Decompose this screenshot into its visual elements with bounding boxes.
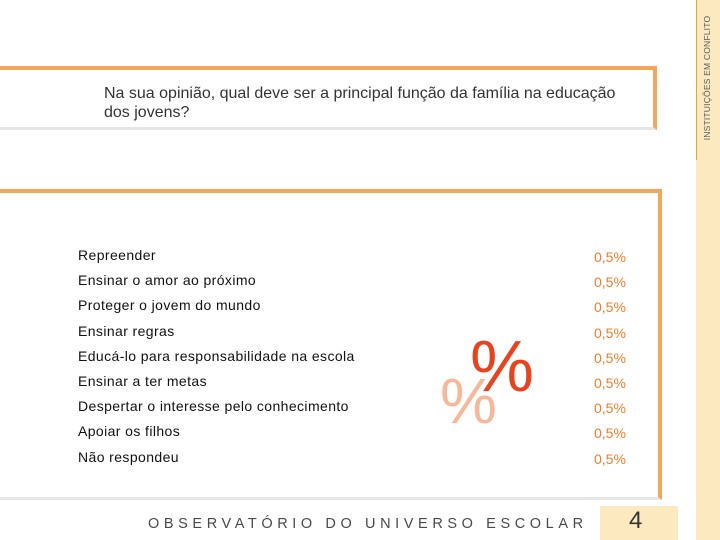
answer-label: Apoiar os filhos [78, 423, 181, 439]
answer-label: Não respondeu [78, 449, 179, 465]
answer-label: Despertar o interesse pelo conhecimento [78, 398, 349, 414]
answer-value: 0,5% [594, 451, 626, 467]
percent-icon-small: % [440, 365, 497, 437]
question-text: Na sua opinião, qual deve ser a principa… [104, 85, 616, 121]
sidebar-section-label: INSTITUIÇÕES EM CONFLITO [702, 15, 712, 141]
answer-row: Não respondeu 0,5% [0, 449, 658, 469]
answer-row: Ensinar regras 0,5% [0, 323, 658, 343]
answer-value: 0,5% [594, 350, 626, 366]
answer-row: Ensinar o amor ao próximo 0,5% [0, 272, 658, 292]
answer-value: 0,5% [594, 274, 626, 290]
answer-label: Proteger o jovem do mundo [78, 297, 261, 313]
answer-label: Ensinar regras [78, 323, 175, 339]
answer-value: 0,5% [594, 425, 626, 441]
answer-value: 0,5% [594, 325, 626, 341]
answers-panel: Repreender 0,5% Ensinar o amor ao próxim… [0, 189, 662, 500]
footer-brand: OBSERVATÓRIO DO UNIVERSO ESCOLAR [148, 516, 588, 532]
answer-row: Despertar o interesse pelo conhecimento … [0, 398, 658, 418]
sidebar-strip: INSTITUIÇÕES EM CONFLITO [696, 0, 720, 540]
answer-label: Ensinar a ter metas [78, 373, 207, 389]
page-number: 4 [629, 507, 643, 534]
sidebar-divider [696, 0, 697, 160]
answer-value: 0,5% [594, 249, 626, 265]
answer-row: Ensinar a ter metas 0,5% [0, 373, 658, 393]
percent-symbol-graphic: % % [440, 331, 534, 441]
answer-value: 0,5% [594, 400, 626, 416]
answer-value: 0,5% [594, 299, 626, 315]
question-panel: Na sua opinião, qual deve ser a principa… [0, 66, 657, 130]
answer-row: Proteger o jovem do mundo 0,5% [0, 297, 658, 317]
answer-row: Repreender 0,5% [0, 247, 658, 267]
answer-label: Ensinar o amor ao próximo [78, 272, 257, 288]
answer-label: Repreender [78, 247, 156, 263]
page-number-box: 4 [600, 506, 678, 540]
answer-value: 0,5% [594, 375, 626, 391]
answer-label: Educá-lo para responsabilidade na escola [78, 348, 355, 364]
percent-icon-large: % [470, 327, 535, 407]
answer-row: Apoiar os filhos 0,5% [0, 423, 658, 443]
answer-row: Educá-lo para responsabilidade na escola… [0, 348, 658, 368]
